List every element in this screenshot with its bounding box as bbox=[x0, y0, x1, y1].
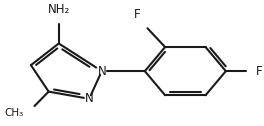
Text: N: N bbox=[97, 65, 106, 78]
Text: NH₂: NH₂ bbox=[48, 3, 70, 16]
Text: F: F bbox=[134, 8, 140, 21]
Text: F: F bbox=[256, 65, 263, 78]
Text: CH₃: CH₃ bbox=[4, 108, 23, 118]
Text: N: N bbox=[85, 92, 93, 105]
